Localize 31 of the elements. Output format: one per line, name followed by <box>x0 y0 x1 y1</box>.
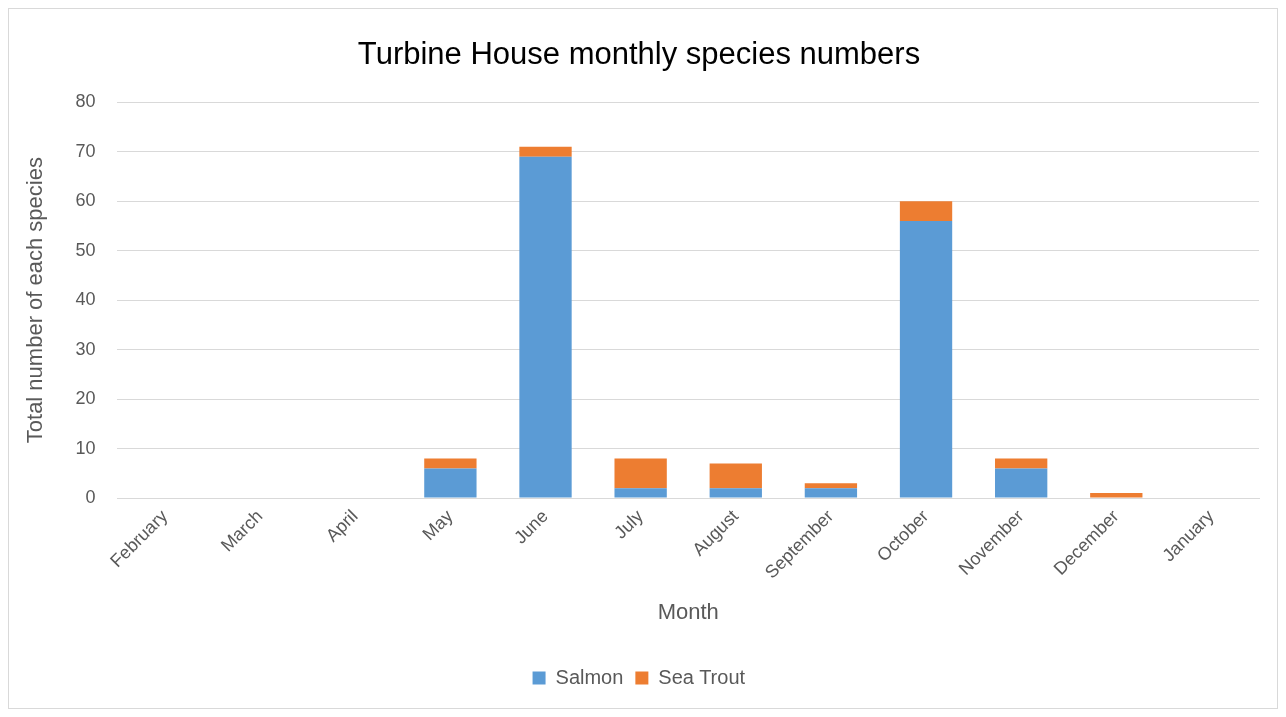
bar <box>899 201 953 221</box>
y-tick-label: 20 <box>75 388 96 409</box>
y-axis-title: Total number of each species <box>22 157 48 444</box>
y-tick-label: 10 <box>75 437 96 458</box>
bar <box>709 488 762 498</box>
bar <box>995 468 1048 498</box>
bar <box>804 483 858 489</box>
legend-label: Salmon <box>555 665 624 688</box>
bar <box>614 488 667 498</box>
y-tick-label: 0 <box>85 487 96 508</box>
y-tick-label: 40 <box>75 289 96 310</box>
bar <box>519 156 572 498</box>
y-tick-label: 70 <box>75 140 96 161</box>
chart-title: Turbine House monthly species numbers <box>357 36 921 72</box>
x-tick-label: July <box>610 505 647 543</box>
bar <box>804 488 858 498</box>
y-tick-label: 60 <box>75 190 96 211</box>
y-tick-label: 50 <box>75 239 96 260</box>
x-axis-title: Month <box>657 598 719 624</box>
bar <box>614 458 667 489</box>
bar <box>709 463 762 489</box>
bar <box>519 146 572 157</box>
bar <box>1090 493 1143 498</box>
bar <box>424 468 477 498</box>
x-tick-label: May <box>418 505 457 545</box>
bar <box>424 458 477 469</box>
bar <box>899 220 953 498</box>
bar <box>995 458 1048 469</box>
y-tick-label: 30 <box>75 338 96 359</box>
y-tick-label: 80 <box>75 91 96 112</box>
legend-label: Sea Trout <box>658 665 746 688</box>
